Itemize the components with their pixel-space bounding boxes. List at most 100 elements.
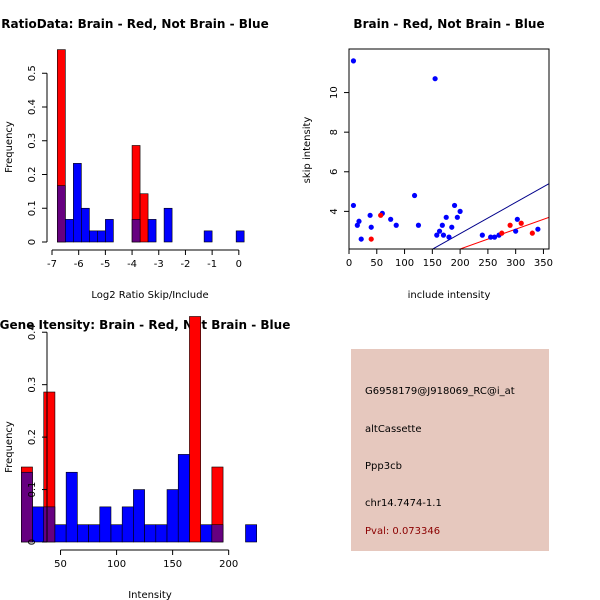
blue-point <box>443 214 449 220</box>
blue-point <box>432 76 438 82</box>
scatter-y-tick-label: 4 <box>329 208 340 214</box>
scatter-plot-frame <box>348 48 550 250</box>
scatter-y-tick-label: 8 <box>329 129 340 135</box>
gene-overlap-bar <box>211 524 224 543</box>
ratio-blue-bar <box>105 219 114 243</box>
gene-blue-bar <box>144 524 157 543</box>
blue-point <box>446 234 452 240</box>
ratio-x-tick-label: 0 <box>236 259 242 270</box>
scatter-y-tick-label: 10 <box>329 86 340 99</box>
gene-x-tick-label: 200 <box>219 559 238 570</box>
event-type: altCassette <box>365 424 422 435</box>
scatter-ylabel: skip intensity <box>302 117 313 184</box>
red-point <box>518 220 524 226</box>
gene-red-bar <box>189 316 201 543</box>
blue-point <box>354 222 360 228</box>
gene-blue-bar <box>245 524 257 543</box>
ratio-histogram-xlabel: Log2 Ratio Skip/Include <box>91 290 208 301</box>
scatter-x-tick-label: 300 <box>506 258 525 269</box>
gene-x-tick-label: 100 <box>107 559 126 570</box>
blue-point <box>434 232 440 238</box>
ratio-histogram: RatioData: Brain - Red, Not Brain - Blue… <box>1 17 268 301</box>
blue-point <box>488 234 494 240</box>
red-point <box>507 222 513 228</box>
ratio-y-tick-label: 0 <box>27 239 38 245</box>
ratio-x-tick-label: -5 <box>100 259 110 270</box>
ratio-y-tick-label: 0.4 <box>27 99 38 115</box>
gene-blue-bar <box>110 524 123 543</box>
ratio-overlap-bar <box>131 219 141 243</box>
gene-x-tick-label: 50 <box>54 559 67 570</box>
ratio-blue-bar <box>97 230 106 243</box>
gene-y-tick-label: 0.2 <box>27 429 38 445</box>
blue-point <box>439 222 445 228</box>
gene-x-tick-label: 150 <box>163 559 182 570</box>
ratio-x-tick-label: -7 <box>47 259 57 270</box>
blue-point <box>479 232 485 238</box>
ratio-x-tick-label: -3 <box>154 259 164 270</box>
ratio-x-tick-label: -4 <box>127 259 137 270</box>
blue-point <box>514 216 520 222</box>
ratio-y-tick-label: 0.2 <box>27 167 38 183</box>
ratio-blue-bar <box>235 230 245 243</box>
ratio-y-tick-label: 0.1 <box>27 200 38 216</box>
gene-blue-bar <box>65 471 78 543</box>
gene-intensity-ylabel: Frequency <box>4 421 15 473</box>
blue-point <box>388 216 394 222</box>
scatter-x-tick-label: 50 <box>370 258 383 269</box>
gene-intensity-xlabel: Intensity <box>128 590 172 600</box>
scatter-xlabel: include intensity <box>408 290 491 301</box>
scatter-x-tick-label: 200 <box>451 258 470 269</box>
blue-point <box>415 222 422 228</box>
gene-blue-bar <box>166 489 179 543</box>
blue-point <box>436 228 443 234</box>
blue-point <box>535 226 541 232</box>
red-point <box>368 236 374 242</box>
chromosome-location: chr14.7474-1.1 <box>365 498 442 509</box>
gene-y-tick-label: 0.1 <box>27 482 38 498</box>
scatter-x-tick-label: 0 <box>346 258 352 269</box>
gene-blue-bar <box>32 506 45 543</box>
blue-point <box>350 58 357 64</box>
gene-blue-bar <box>121 506 134 543</box>
scatter-x-tick-label: 150 <box>423 258 442 269</box>
ratio-x-tick-label: -6 <box>74 259 84 270</box>
ratio-blue-bar <box>73 163 82 243</box>
blue-point <box>457 208 463 214</box>
blue-point <box>513 228 519 234</box>
scatter-x-tick-label: 100 <box>395 258 414 269</box>
ratio-blue-bar <box>203 230 213 243</box>
intensity-scatter: Brain - Red, Not Brain - Blue include in… <box>302 17 553 301</box>
ratio-red-bar <box>139 193 149 243</box>
red-point <box>529 230 535 236</box>
gene-blue-bar <box>54 524 67 543</box>
blue-point <box>393 222 399 228</box>
gene-y-tick-label: 0.3 <box>27 377 38 393</box>
ratio-blue-bar <box>147 219 157 243</box>
red-point <box>499 230 505 236</box>
blue-point <box>451 202 458 209</box>
ratio-blue-bar <box>65 219 74 243</box>
ratio-histogram-ylabel: Frequency <box>4 121 15 173</box>
gene-intensity-histogram: Gene Itensity: Brain - Red, Not Brain - … <box>0 316 290 600</box>
gene-blue-bar <box>88 524 101 543</box>
scatter-x-tick-label: 250 <box>478 258 497 269</box>
gene-blue-bar <box>77 524 89 543</box>
ratio-x-tick-label: -2 <box>180 259 190 270</box>
blue-point <box>367 212 373 218</box>
gene-blue-bar <box>99 506 112 543</box>
scatter-x-tick-label: 350 <box>534 258 553 269</box>
gene-blue-bar <box>155 524 168 543</box>
gene-y-tick-label: 0 <box>27 539 38 545</box>
pval-text: Pval: 0.073346 <box>365 526 441 537</box>
scatter-plot-area <box>350 58 549 249</box>
ratio-blue-bar <box>163 207 173 243</box>
gene-blue-bar <box>133 489 145 543</box>
blue-point <box>358 236 364 242</box>
ratio-y-tick-label: 0.5 <box>27 65 38 81</box>
gene-y-tick-label: 0.4 <box>27 324 38 340</box>
scatter-y-tick-label: 6 <box>329 169 340 175</box>
ratio-x-tick-label: -1 <box>207 259 217 270</box>
blue-point <box>356 218 362 224</box>
